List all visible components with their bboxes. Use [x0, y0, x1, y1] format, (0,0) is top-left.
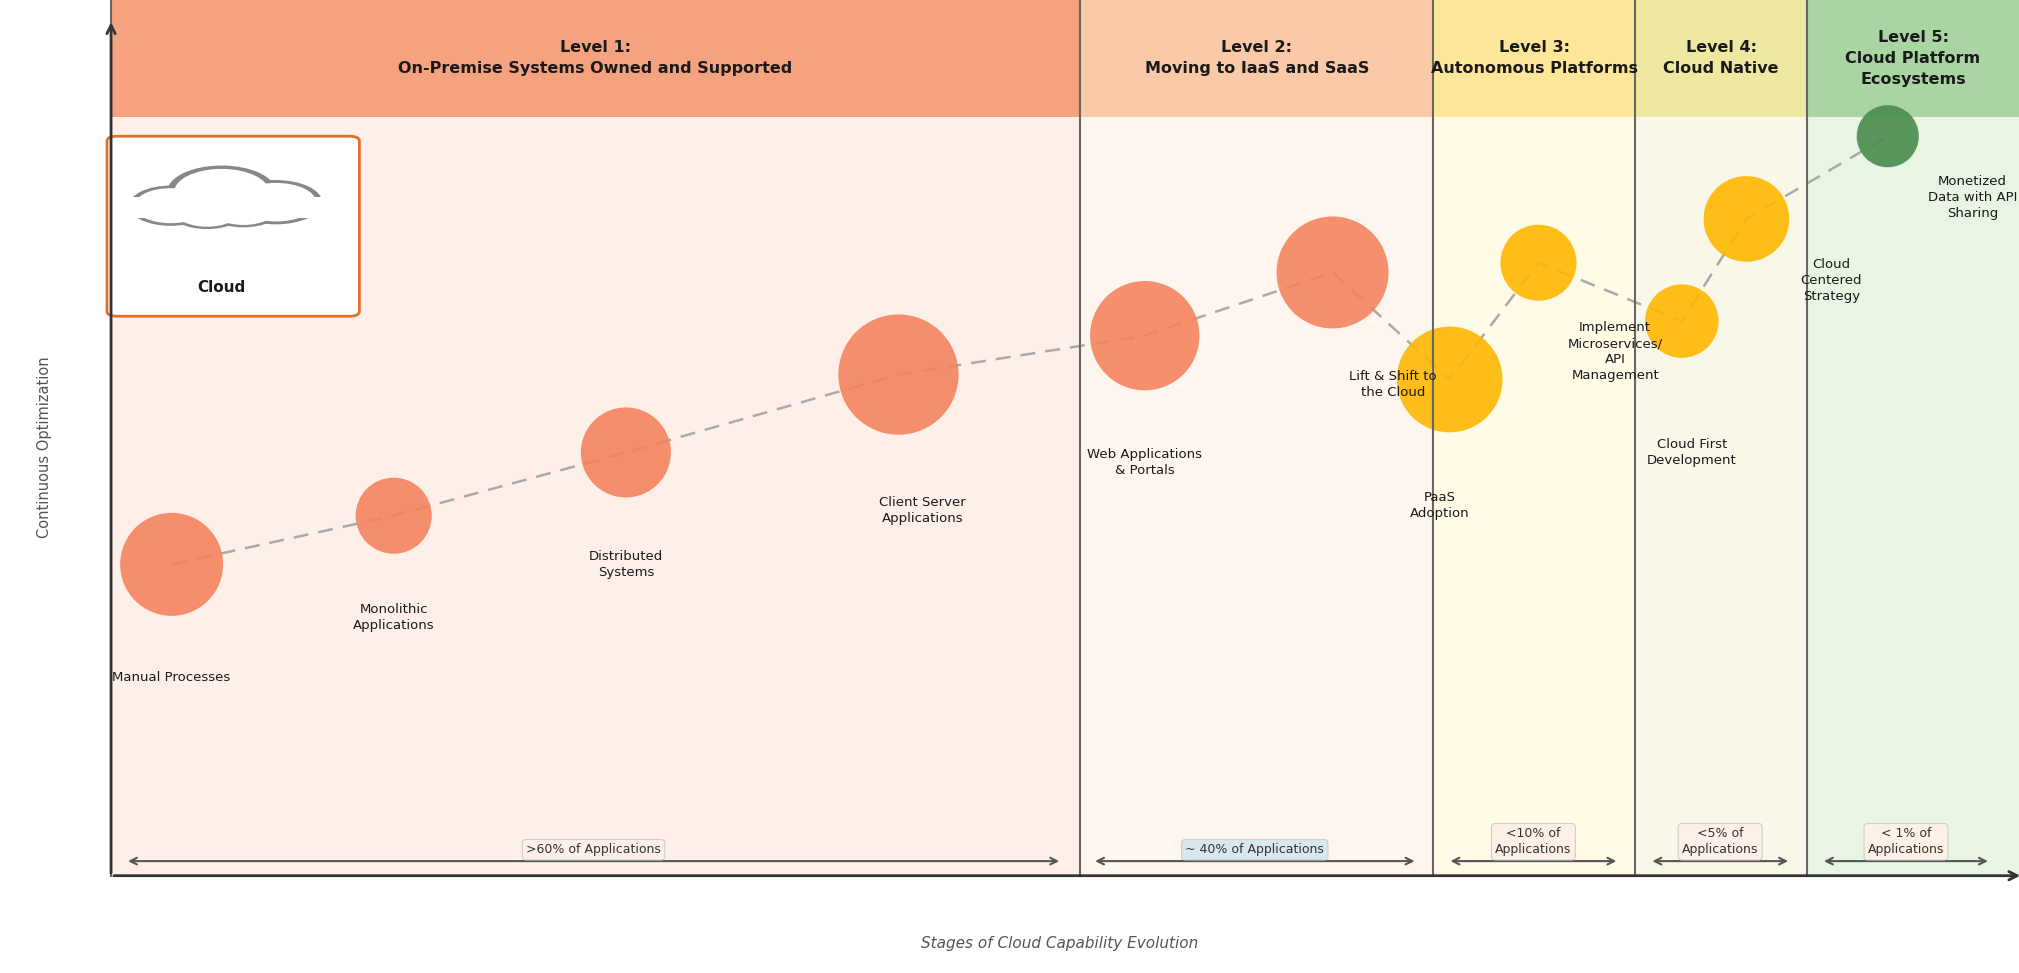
FancyBboxPatch shape — [107, 136, 359, 316]
Circle shape — [129, 186, 212, 226]
Text: Level 5:
Cloud Platform
Ecosystems: Level 5: Cloud Platform Ecosystems — [1845, 30, 1981, 87]
Bar — [1635, 117, 1807, 876]
Bar — [111, 117, 1080, 876]
Text: Client Server
Applications: Client Server Applications — [880, 496, 965, 525]
Point — [610, 445, 642, 460]
Circle shape — [210, 194, 277, 225]
Text: Implement
Microservices/
API
Management: Implement Microservices/ API Management — [1567, 321, 1664, 382]
Point — [1129, 328, 1161, 343]
Text: ~ 40% of Applications: ~ 40% of Applications — [1185, 844, 1324, 856]
Bar — [111, 0, 1080, 117]
Text: Lift & Shift to
the Cloud: Lift & Shift to the Cloud — [1349, 370, 1438, 399]
Circle shape — [236, 183, 317, 222]
Circle shape — [135, 188, 208, 223]
Point — [155, 557, 188, 572]
Text: Cloud: Cloud — [198, 279, 246, 295]
Text: Manual Processes: Manual Processes — [113, 671, 230, 684]
Circle shape — [206, 191, 281, 228]
Text: Cloud
Centered
Strategy: Cloud Centered Strategy — [1801, 258, 1862, 303]
Text: <5% of
Applications: <5% of Applications — [1682, 827, 1759, 856]
Circle shape — [174, 196, 240, 227]
Point — [882, 367, 915, 382]
Text: Level 4:
Cloud Native: Level 4: Cloud Native — [1664, 41, 1779, 76]
Text: Monolithic
Applications: Monolithic Applications — [353, 603, 434, 632]
Bar — [1807, 0, 2019, 117]
Circle shape — [230, 180, 323, 225]
Text: Cloud First
Development: Cloud First Development — [1648, 438, 1736, 467]
Point — [1522, 255, 1555, 270]
Text: Stages of Cloud Capability Evolution: Stages of Cloud Capability Evolution — [921, 936, 1199, 952]
Text: Level 1:
On-Premise Systems Owned and Supported: Level 1: On-Premise Systems Owned and Su… — [398, 41, 793, 76]
Point — [1316, 265, 1349, 280]
Bar — [1080, 0, 1433, 117]
Bar — [1433, 0, 1635, 117]
Text: Continuous Optimization: Continuous Optimization — [36, 357, 52, 538]
Text: <10% of
Applications: <10% of Applications — [1496, 827, 1571, 856]
Text: Web Applications
& Portals: Web Applications & Portals — [1088, 448, 1201, 477]
Text: < 1% of
Applications: < 1% of Applications — [1868, 827, 1944, 856]
Point — [1433, 372, 1466, 387]
Text: Level 3:
Autonomous Platforms: Level 3: Autonomous Platforms — [1431, 41, 1637, 76]
Circle shape — [170, 193, 244, 229]
Point — [1666, 313, 1698, 329]
Point — [378, 508, 410, 523]
Bar — [1807, 117, 2019, 876]
Point — [1730, 211, 1763, 227]
Point — [1872, 128, 1904, 144]
Bar — [1080, 117, 1433, 876]
Circle shape — [168, 165, 277, 218]
Text: Level 2:
Moving to IaaS and SaaS: Level 2: Moving to IaaS and SaaS — [1145, 41, 1369, 76]
Circle shape — [174, 169, 269, 214]
Bar — [1433, 117, 1635, 876]
Text: Distributed
Systems: Distributed Systems — [590, 550, 662, 579]
Bar — [1635, 0, 1807, 117]
Text: >60% of Applications: >60% of Applications — [527, 844, 660, 856]
Bar — [119, 197, 337, 218]
Text: Monetized
Data with API
Sharing: Monetized Data with API Sharing — [1928, 175, 2017, 220]
Text: PaaS
Adoption: PaaS Adoption — [1409, 491, 1470, 521]
